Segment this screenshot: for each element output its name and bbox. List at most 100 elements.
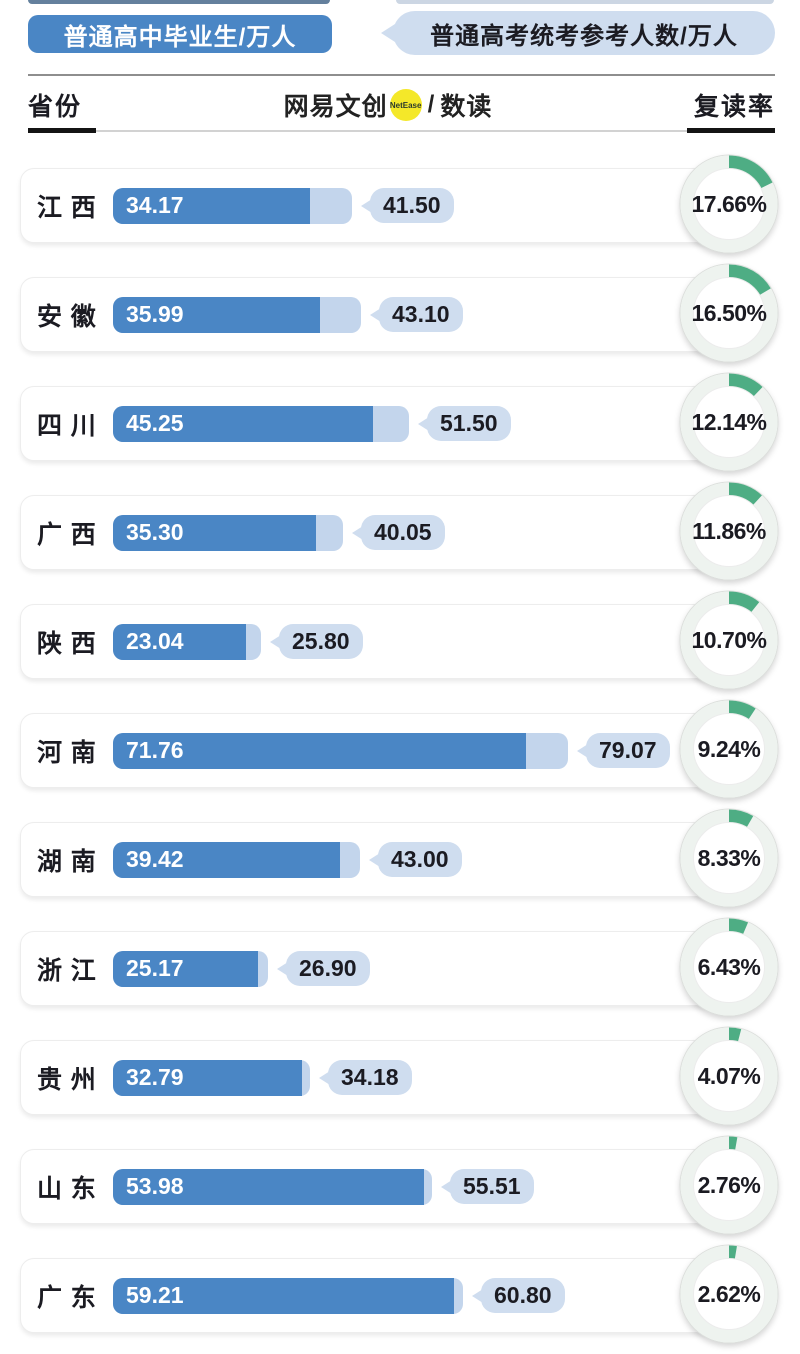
- donut-chart-svg: [679, 481, 779, 581]
- top-divider: [28, 74, 775, 76]
- exam-takers-bar: 25.17: [113, 950, 268, 987]
- graduates-bar: 53.98: [113, 1168, 424, 1205]
- legend-tail-icon: [381, 24, 395, 42]
- graduates-value: 25.17: [126, 955, 184, 981]
- graduates-value: 35.30: [126, 519, 184, 545]
- netease-badge-icon: NetEase: [389, 89, 422, 121]
- repeat-rate-value: 6.43%: [697, 953, 761, 980]
- logo-sub-brand: 数读: [440, 93, 493, 121]
- row-card: 广西 35.30 40.05: [20, 495, 758, 570]
- column-header: 省份 网易文创 NetEase / 数读 复读率: [28, 84, 775, 126]
- pill-tail-icon: [472, 1288, 483, 1303]
- exam-takers-value: 55.51: [463, 1173, 521, 1199]
- pill-tail-icon: [418, 416, 429, 431]
- row-card: 广东 59.21 60.80: [20, 1258, 758, 1333]
- province-label: 四川: [37, 411, 105, 440]
- province-label: 河南: [37, 738, 105, 767]
- header-underline-right-accent: [687, 128, 775, 133]
- donut-chart-svg: [679, 154, 779, 254]
- province-label: 安徽: [37, 302, 105, 331]
- exam-takers-bar: 34.17: [113, 187, 352, 224]
- row-card: 湖南 39.42 43.00: [20, 822, 758, 897]
- pill-tail-icon: [369, 852, 380, 867]
- pill-tail-icon: [441, 1179, 452, 1194]
- donut-chart-svg: [679, 263, 779, 363]
- repeat-rate-donut: 2.62%: [679, 1244, 779, 1344]
- row-card: 江西 34.17 41.50: [20, 168, 758, 243]
- province-label: 广西: [37, 520, 105, 549]
- graduates-bar: 35.99: [113, 296, 320, 333]
- donut-chart-svg: [679, 1244, 779, 1344]
- exam-takers-bar: 35.99: [113, 296, 361, 333]
- donut-chart-svg: [679, 1026, 779, 1126]
- graduates-bar: 71.76: [113, 732, 526, 769]
- row-card: 贵州 32.79 34.18: [20, 1040, 758, 1115]
- repeat-rate-value: 8.33%: [697, 844, 761, 871]
- repeat-rate-value: 2.76%: [697, 1171, 761, 1198]
- graduates-value: 39.42: [126, 846, 184, 872]
- legend-graduates-label: 普通高中毕业生/万人: [63, 23, 297, 51]
- pill-tail-icon: [277, 961, 288, 976]
- logo-brand-text: 网易文创: [283, 93, 388, 121]
- donut-chart-svg: [679, 1135, 779, 1235]
- pill-tail-icon: [361, 198, 372, 213]
- repeat-rate-donut: 16.50%: [679, 263, 779, 363]
- graduates-value: 34.17: [126, 192, 184, 218]
- cropped-top-sliver-right: [396, 0, 774, 4]
- row-card: 四川 45.25 51.50: [20, 386, 758, 461]
- graduates-value: 35.99: [126, 301, 184, 327]
- row-card: 山东 53.98 55.51: [20, 1149, 758, 1224]
- logo-slash: /: [427, 91, 435, 118]
- province-label: 湖南: [37, 847, 105, 876]
- exam-takers-value-pill: 51.50: [418, 406, 511, 441]
- repeat-rate-value: 17.66%: [691, 190, 767, 217]
- repeat-rate-value: 4.07%: [697, 1062, 761, 1089]
- donut-chart-svg: [679, 372, 779, 472]
- legend-exam-takers-label: 普通高考统考参考人数/万人: [430, 22, 738, 50]
- pill-tail-icon: [352, 525, 363, 540]
- exam-takers-value: 51.50: [440, 410, 498, 436]
- graduates-value: 32.79: [126, 1064, 184, 1090]
- cropped-top-sliver-left: [28, 0, 330, 4]
- exam-takers-bar: 39.42: [113, 841, 360, 878]
- column-province: 省份: [28, 93, 83, 121]
- exam-takers-value: 40.05: [374, 519, 432, 545]
- exam-takers-value: 41.50: [383, 192, 441, 218]
- repeat-rate-value: 11.86%: [692, 517, 766, 544]
- graduates-bar: 23.04: [113, 623, 246, 660]
- repeat-rate-donut: 12.14%: [679, 372, 779, 472]
- table-row: 安徽 35.99 43.10 16.50%: [0, 263, 800, 372]
- province-label: 山东: [37, 1174, 105, 1203]
- graduates-bar: 32.79: [113, 1059, 302, 1096]
- row-card: 陕西 23.04 25.80: [20, 604, 758, 679]
- exam-takers-bar: 53.98: [113, 1168, 432, 1205]
- repeat-rate-donut: 11.86%: [679, 481, 779, 581]
- header-underline-thin: [28, 130, 775, 132]
- legend: 普通高中毕业生/万人 普通高考统考参考人数/万人: [0, 10, 800, 60]
- pill-tail-icon: [319, 1070, 330, 1085]
- repeat-rate-donut: 4.07%: [679, 1026, 779, 1126]
- exam-takers-value: 25.80: [292, 628, 350, 654]
- table-row: 广西 35.30 40.05 11.86%: [0, 481, 800, 590]
- exam-takers-value: 60.80: [494, 1282, 552, 1308]
- legend-exam-takers: 普通高考统考参考人数/万人: [381, 11, 775, 55]
- table-row: 广东 59.21 60.80 2.62%: [0, 1244, 800, 1353]
- graduates-value: 53.98: [126, 1173, 184, 1199]
- exam-takers-value-pill: 43.10: [370, 297, 463, 332]
- netease-logo: 网易文创 NetEase / 数读: [284, 87, 493, 123]
- repeat-rate-value: 9.24%: [697, 735, 761, 762]
- graduates-bar: 59.21: [113, 1277, 454, 1314]
- repeat-rate-donut: 2.76%: [679, 1135, 779, 1235]
- repeat-rate-donut: 9.24%: [679, 699, 779, 799]
- table-row: 河南 71.76 79.07 9.24%: [0, 699, 800, 808]
- graduates-value: 23.04: [126, 628, 184, 654]
- repeat-rate-value: 10.70%: [691, 626, 767, 653]
- province-label: 陕西: [37, 629, 105, 658]
- repeat-rate-value: 16.50%: [691, 299, 767, 326]
- exam-takers-bar: 45.25: [113, 405, 409, 442]
- graduates-value: 59.21: [126, 1282, 184, 1308]
- table-row: 江西 34.17 41.50 17.66%: [0, 154, 800, 263]
- table-row: 贵州 32.79 34.18 4.07%: [0, 1026, 800, 1135]
- repeat-rate-donut: 10.70%: [679, 590, 779, 690]
- table-row: 浙江 25.17 26.90 6.43%: [0, 917, 800, 1026]
